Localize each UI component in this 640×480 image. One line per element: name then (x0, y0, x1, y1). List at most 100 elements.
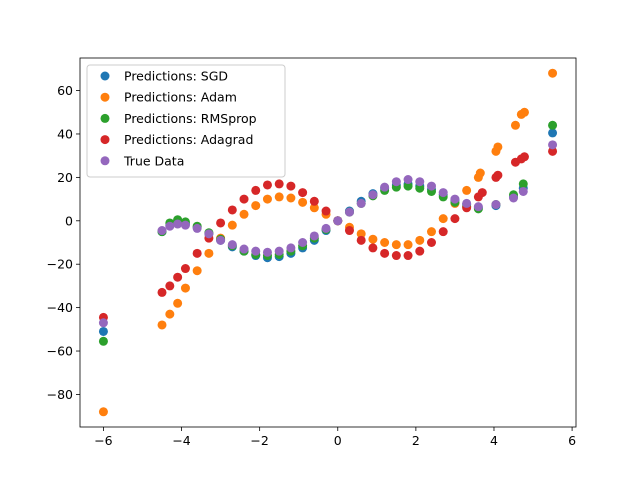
data-point (192, 266, 202, 276)
legend-marker (100, 71, 110, 81)
data-point (251, 201, 261, 211)
data-point (450, 194, 460, 204)
data-point (548, 68, 558, 78)
data-point (204, 229, 214, 239)
data-point (548, 120, 558, 130)
legend-marker (100, 92, 110, 102)
legend-box (86, 64, 286, 178)
y-tick-label: −80 (47, 387, 73, 402)
x-tick-label: −2 (250, 433, 268, 448)
series-3 (98, 146, 558, 322)
data-point (262, 247, 272, 257)
data-point (548, 128, 558, 138)
data-point (380, 182, 390, 192)
data-point (518, 186, 528, 196)
data-point (462, 185, 472, 195)
data-point (180, 264, 190, 274)
data-point (475, 168, 485, 178)
data-point (165, 309, 175, 319)
data-point (333, 216, 343, 226)
x-axis-ticks: −6 −4 −2 0 2 4 6 (94, 427, 576, 448)
data-point (98, 318, 108, 328)
data-point (309, 196, 319, 206)
data-point (415, 235, 425, 245)
data-point (426, 238, 436, 247)
data-point (180, 220, 190, 230)
data-point (98, 407, 108, 417)
data-point (368, 243, 378, 253)
data-point (180, 283, 190, 293)
y-tick-label: −20 (47, 257, 73, 272)
data-point (165, 221, 175, 231)
data-point (462, 198, 472, 208)
data-point (403, 181, 413, 191)
x-tick-label: 6 (568, 433, 576, 448)
legend-marker (100, 113, 110, 123)
y-tick-label: −40 (47, 300, 73, 315)
series-4 (98, 140, 558, 328)
data-point (473, 202, 483, 212)
data-point (251, 246, 261, 256)
data-point (510, 120, 520, 130)
data-point (274, 179, 284, 189)
data-point (227, 240, 237, 250)
data-point (239, 194, 249, 204)
data-point (344, 207, 354, 217)
data-point (426, 227, 436, 237)
data-point (450, 214, 460, 224)
data-point (286, 243, 296, 253)
data-point (286, 181, 296, 191)
legend-label: Predictions: Adam (124, 90, 237, 105)
data-point (298, 197, 308, 207)
data-point (98, 326, 108, 336)
y-tick-label: 60 (57, 83, 73, 98)
data-point (380, 248, 390, 258)
data-point (368, 190, 378, 200)
data-point (415, 177, 425, 187)
data-point (356, 198, 366, 208)
data-point (391, 251, 401, 261)
legend-label: Predictions: Adagrad (124, 132, 253, 147)
y-tick-label: −60 (47, 344, 73, 359)
data-point (321, 223, 331, 233)
data-point (518, 179, 528, 189)
y-tick-label: 40 (57, 126, 73, 141)
data-point (548, 146, 558, 156)
data-point (216, 235, 226, 245)
x-tick-label: 0 (334, 433, 342, 448)
data-point (216, 218, 226, 228)
data-point (391, 240, 401, 250)
data-point (519, 107, 529, 117)
data-point (491, 200, 501, 210)
data-point (192, 223, 202, 233)
data-point (438, 188, 448, 198)
data-point (165, 281, 175, 291)
data-point (438, 227, 448, 237)
data-point (344, 226, 354, 236)
legend-marker (100, 135, 110, 145)
data-point (251, 185, 261, 195)
data-point (403, 175, 413, 185)
data-point (368, 234, 378, 244)
plot-area (98, 68, 558, 417)
data-point (239, 209, 249, 219)
data-point (173, 272, 183, 282)
data-point (519, 152, 529, 162)
legend-label: Predictions: RMSprop (124, 111, 257, 126)
y-tick-label: 0 (65, 213, 73, 228)
data-point (298, 188, 308, 198)
data-point (262, 180, 272, 190)
data-point (227, 205, 237, 215)
y-axis-ticks: −80 −60 −40 −20 0 20 40 60 (47, 83, 80, 402)
data-point (403, 240, 413, 250)
data-point (509, 193, 519, 203)
data-point (98, 336, 108, 346)
y-tick-label: 20 (57, 170, 73, 185)
data-point (286, 193, 296, 203)
axes-frame (79, 57, 577, 428)
x-tick-label: −4 (172, 433, 190, 448)
data-point (391, 177, 401, 187)
data-point (426, 181, 436, 191)
data-point (477, 188, 487, 198)
